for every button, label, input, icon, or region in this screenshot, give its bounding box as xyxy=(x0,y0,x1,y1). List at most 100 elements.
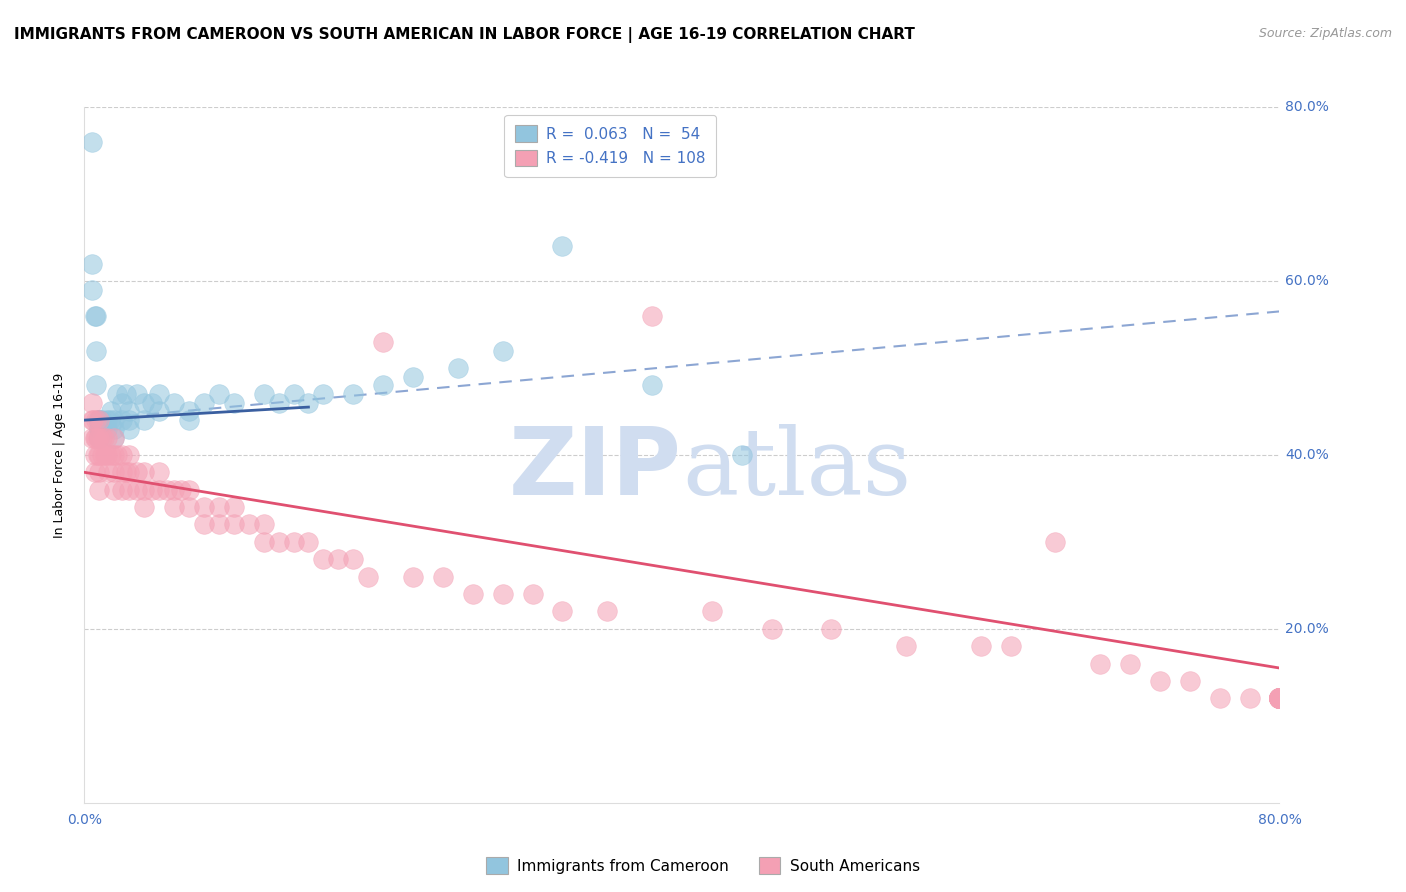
Point xyxy=(208,387,231,401)
Point xyxy=(371,334,394,349)
Point xyxy=(170,483,193,497)
Point xyxy=(297,534,319,549)
Point xyxy=(89,466,111,480)
Point xyxy=(1088,657,1111,671)
Point xyxy=(222,517,245,532)
Point xyxy=(177,483,200,497)
Point xyxy=(1268,691,1291,706)
Point xyxy=(89,431,111,445)
Point xyxy=(87,413,110,427)
Point xyxy=(596,605,619,619)
Point xyxy=(91,448,114,462)
Point xyxy=(96,422,118,436)
Point xyxy=(111,466,134,480)
Point xyxy=(641,309,664,323)
Point xyxy=(87,431,110,445)
Point xyxy=(115,466,138,480)
Point xyxy=(155,483,177,497)
Point xyxy=(177,404,200,418)
Point xyxy=(177,413,200,427)
Point xyxy=(193,396,215,410)
Point xyxy=(1119,657,1142,671)
Point xyxy=(432,570,454,584)
Point xyxy=(1045,534,1067,549)
Point xyxy=(641,378,664,392)
Point xyxy=(1268,691,1291,706)
Point xyxy=(1268,691,1291,706)
Point xyxy=(253,517,276,532)
Point xyxy=(111,413,134,427)
Point xyxy=(125,466,148,480)
Point xyxy=(492,587,515,601)
Point xyxy=(357,570,380,584)
Point xyxy=(83,466,105,480)
Point xyxy=(267,396,290,410)
Point xyxy=(83,448,105,462)
Point xyxy=(141,396,163,410)
Point xyxy=(103,431,125,445)
Point xyxy=(312,552,335,566)
Point xyxy=(193,517,215,532)
Text: atlas: atlas xyxy=(682,424,911,514)
Text: IMMIGRANTS FROM CAMEROON VS SOUTH AMERICAN IN LABOR FORCE | AGE 16-19 CORRELATIO: IMMIGRANTS FROM CAMEROON VS SOUTH AMERIC… xyxy=(14,27,915,43)
Text: 80.0%: 80.0% xyxy=(1285,100,1329,114)
Point xyxy=(89,413,111,427)
Point xyxy=(111,448,134,462)
Point xyxy=(148,404,170,418)
Point xyxy=(96,431,118,445)
Point xyxy=(148,483,170,497)
Point xyxy=(89,448,111,462)
Point xyxy=(91,422,114,436)
Point xyxy=(461,587,484,601)
Point xyxy=(132,396,156,410)
Point xyxy=(94,448,117,462)
Point xyxy=(118,422,141,436)
Point xyxy=(1268,691,1291,706)
Point xyxy=(1268,691,1291,706)
Point xyxy=(492,343,515,358)
Point xyxy=(118,404,141,418)
Point xyxy=(89,413,111,427)
Point xyxy=(93,431,115,445)
Point xyxy=(89,413,111,427)
Point xyxy=(1178,674,1201,689)
Point xyxy=(1268,691,1291,706)
Point xyxy=(267,534,290,549)
Point xyxy=(91,413,114,427)
Text: 40.0%: 40.0% xyxy=(1285,448,1329,462)
Point xyxy=(522,587,544,601)
Point xyxy=(125,483,148,497)
Point xyxy=(80,431,103,445)
Point xyxy=(1149,674,1171,689)
Y-axis label: In Labor Force | Age 16-19: In Labor Force | Age 16-19 xyxy=(53,372,66,538)
Point xyxy=(447,360,470,375)
Point xyxy=(118,483,141,497)
Point xyxy=(328,552,350,566)
Point xyxy=(100,404,122,418)
Point xyxy=(118,448,141,462)
Point xyxy=(132,466,156,480)
Point xyxy=(253,387,276,401)
Text: ZIP: ZIP xyxy=(509,423,682,515)
Point xyxy=(1268,691,1291,706)
Point xyxy=(222,500,245,514)
Point xyxy=(103,483,125,497)
Point xyxy=(1268,691,1291,706)
Point xyxy=(222,396,245,410)
Point xyxy=(208,500,231,514)
Point xyxy=(83,431,105,445)
Point xyxy=(103,431,125,445)
Point xyxy=(1268,691,1291,706)
Point xyxy=(1268,691,1291,706)
Point xyxy=(98,413,121,427)
Point xyxy=(193,500,215,514)
Point xyxy=(1268,691,1291,706)
Point xyxy=(103,413,125,427)
Point xyxy=(163,483,186,497)
Point xyxy=(402,570,425,584)
Point xyxy=(103,448,125,462)
Point xyxy=(105,448,128,462)
Point xyxy=(551,605,574,619)
Point xyxy=(371,378,394,392)
Point xyxy=(89,422,111,436)
